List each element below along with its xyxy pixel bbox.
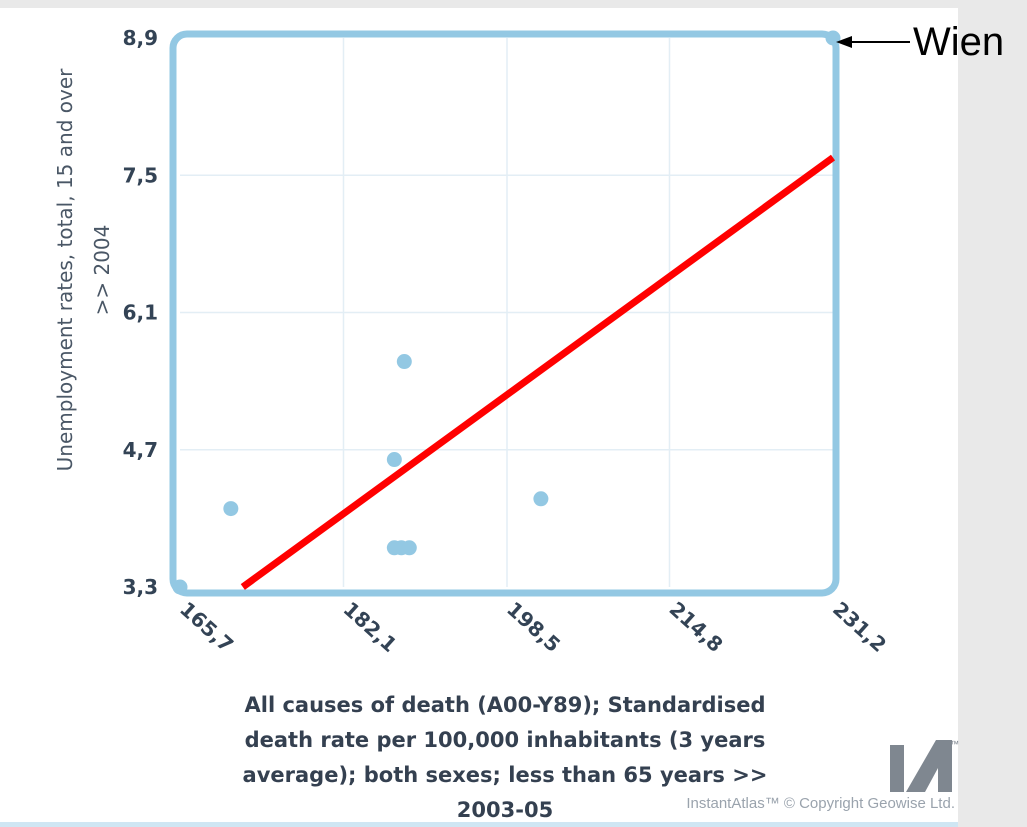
annotation-arrowhead (836, 36, 852, 48)
y-tick-label: 8,9 (123, 26, 158, 50)
y-tick-label: 7,5 (123, 163, 158, 187)
panel-bottom-strip (0, 822, 958, 827)
x-axis-label-line-4: 2003-05 (457, 798, 553, 822)
y-axis-label-line-1: Unemployment rates, total, 15 and over (53, 68, 77, 471)
x-axis-label: All causes of death (A00-Y89); Standardi… (243, 693, 768, 822)
y-tick-labels: 3,3 4,7 6,1 7,5 8,9 (123, 26, 158, 599)
data-point[interactable] (172, 579, 188, 595)
y-tick-label: 6,1 (123, 301, 158, 325)
logo-tm: ™ (950, 739, 959, 749)
x-tick-label: 182,1 (339, 597, 402, 657)
data-point[interactable] (223, 501, 239, 517)
x-tick-label: 198,5 (502, 597, 565, 657)
x-tick-label: 214,8 (665, 597, 728, 657)
annotation-label: Wien (913, 20, 1004, 64)
trendline (240, 154, 836, 590)
data-point[interactable] (401, 540, 417, 556)
data-point[interactable] (396, 354, 412, 370)
annotation: Wien (836, 20, 1004, 64)
x-axis-label-line-1: All causes of death (A00-Y89); Standardi… (245, 693, 766, 717)
y-tick-label: 4,7 (123, 438, 158, 462)
data-point[interactable] (386, 452, 402, 468)
y-axis-label: Unemployment rates, total, 15 and over (53, 68, 77, 471)
x-tick-labels: 165,7 182,1 198,5 214,8 231,2 (175, 597, 891, 657)
data-points (172, 30, 841, 595)
y-axis-label-line-2: >> 2004 (90, 225, 114, 316)
plot-frame (169, 30, 840, 597)
x-tick-label: 231,2 (828, 597, 891, 657)
copyright-credit: InstantAtlas™ © Copyright Geowise Ltd. (686, 795, 955, 812)
trendline-group (240, 154, 836, 590)
data-point[interactable] (533, 491, 549, 507)
x-tick-label: 165,7 (175, 597, 238, 657)
x-axis-label-line-3: average); both sexes; less than 65 years… (243, 763, 768, 787)
grid-lines (180, 38, 833, 587)
instantatlas-logo: ™ (890, 739, 959, 792)
y-tick-label: 3,3 (123, 575, 158, 599)
data-point[interactable] (825, 30, 841, 46)
y-axis-label-2: >> 2004 (90, 225, 114, 316)
x-axis-label-line-2: death rate per 100,000 inhabitants (3 ye… (245, 728, 766, 752)
